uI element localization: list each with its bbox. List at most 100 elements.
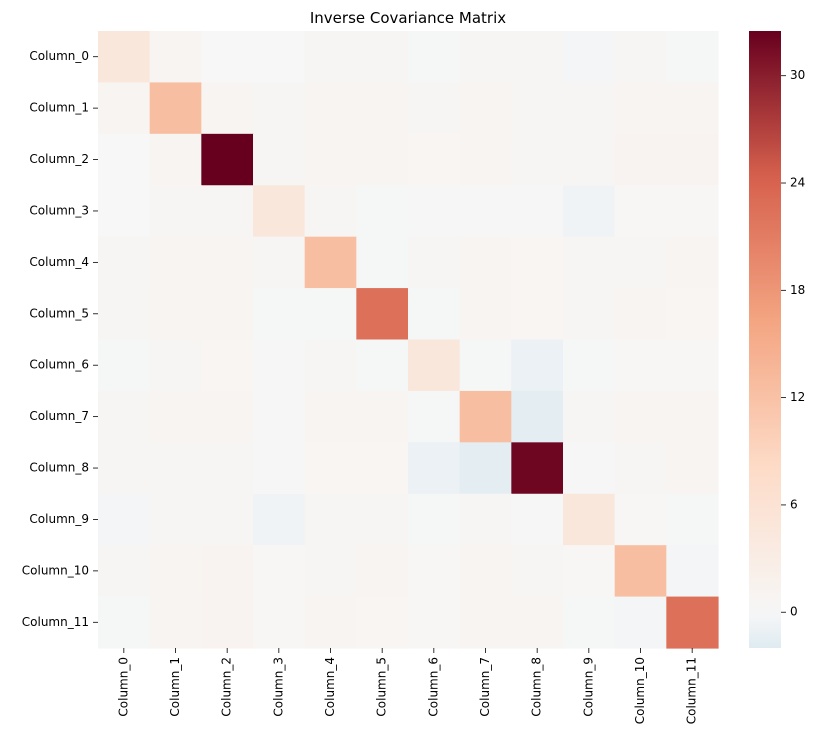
- heatmap-cell: [149, 493, 202, 546]
- heatmap-cell: [304, 185, 357, 238]
- heatmap-cell: [201, 236, 254, 289]
- heatmap-cell: [201, 31, 254, 84]
- heatmap-cell: [253, 288, 306, 341]
- heatmap-cell: [459, 31, 512, 84]
- column-tick-label: Column_7: [478, 657, 492, 717]
- heatmap-cell: [459, 288, 512, 341]
- heatmap-cell: [356, 133, 409, 186]
- heatmap-cell: [666, 236, 719, 289]
- heatmap-cell: [98, 545, 151, 598]
- column-tick-labels: Column_0 Column_1 Column_2 Column_3 Column_4…: [116, 648, 699, 724]
- heatmap-cell: [563, 288, 616, 341]
- row-tick-label: Column_8: [29, 461, 89, 475]
- heatmap-cell: [149, 545, 202, 598]
- heatmap-cell: [408, 493, 461, 546]
- heatmap-cell: [304, 493, 357, 546]
- heatmap-cells: [98, 31, 719, 649]
- heatmap-cell: [98, 493, 151, 546]
- heatmap-cell: [563, 236, 616, 289]
- heatmap-cell: [459, 596, 512, 649]
- heatmap-cell: [459, 82, 512, 135]
- heatmap-cell: [408, 339, 461, 392]
- heatmap-cell: [98, 442, 151, 495]
- heatmap-cell: [666, 390, 719, 443]
- heatmap-cell: [304, 339, 357, 392]
- colorbar-tick-label: 12: [790, 390, 805, 404]
- heatmap-cell: [356, 545, 409, 598]
- row-tick-label: Column_10: [22, 563, 89, 577]
- heatmap-cell: [253, 493, 306, 546]
- heatmap-cell: [614, 185, 667, 238]
- heatmap-cell: [614, 339, 667, 392]
- heatmap-cell: [201, 82, 254, 135]
- column-tick-label: Column_11: [685, 657, 699, 724]
- column-tick-label: Column_9: [581, 657, 595, 717]
- heatmap-cell: [563, 185, 616, 238]
- heatmap-cell: [149, 288, 202, 341]
- column-tick-label: Column_10: [633, 657, 647, 724]
- heatmap-cell: [408, 133, 461, 186]
- heatmap-cell: [98, 339, 151, 392]
- heatmap-cell: [201, 596, 254, 649]
- heatmap-cell: [666, 545, 719, 598]
- heatmap-cell: [149, 339, 202, 392]
- heatmap-cell: [201, 133, 254, 186]
- heatmap-cell: [98, 82, 151, 135]
- colorbar-gradient: [749, 31, 781, 648]
- column-tick-label: Column_1: [168, 657, 182, 717]
- heatmap-cell: [201, 339, 254, 392]
- column-tick-label: Column_3: [271, 657, 285, 717]
- heatmap-cell: [408, 390, 461, 443]
- column-tick-label: Column_8: [530, 657, 544, 717]
- heatmap-cell: [356, 493, 409, 546]
- heatmap-cell: [98, 288, 151, 341]
- row-tick-label: Column_9: [29, 512, 89, 526]
- heatmap-cell: [356, 442, 409, 495]
- column-tick-label: Column_0: [116, 657, 130, 717]
- heatmap-cell: [304, 133, 357, 186]
- heatmap-cell: [149, 31, 202, 84]
- heatmap-cell: [459, 133, 512, 186]
- heatmap-cell: [253, 185, 306, 238]
- heatmap-cell: [511, 596, 564, 649]
- heatmap-cell: [356, 236, 409, 289]
- colorbar-tick-label: 0: [790, 605, 798, 619]
- heatmap-cell: [614, 31, 667, 84]
- heatmap-cell: [356, 288, 409, 341]
- column-tick-label: Column_2: [220, 657, 234, 717]
- heatmap-cell: [201, 288, 254, 341]
- heatmap-cell: [511, 288, 564, 341]
- row-tick-label: Column_4: [29, 255, 89, 269]
- heatmap-cell: [356, 31, 409, 84]
- heatmap-cell: [666, 133, 719, 186]
- heatmap-cell: [408, 442, 461, 495]
- colorbar-tick-label: 24: [790, 176, 805, 190]
- row-tick-label: Column_3: [29, 203, 89, 217]
- heatmap-cell: [253, 31, 306, 84]
- heatmap-cell: [98, 185, 151, 238]
- heatmap-cell: [149, 390, 202, 443]
- heatmap-cell: [304, 82, 357, 135]
- heatmap-cell: [459, 390, 512, 443]
- heatmap-cell: [98, 133, 151, 186]
- row-tick-label: Column_6: [29, 358, 89, 372]
- heatmap-cell: [614, 545, 667, 598]
- heatmap-cell: [563, 82, 616, 135]
- row-tick-label: Column_11: [22, 615, 89, 629]
- heatmap-cell: [408, 82, 461, 135]
- heatmap-cell: [666, 82, 719, 135]
- heatmap-cell: [149, 442, 202, 495]
- heatmap-cell: [408, 31, 461, 84]
- heatmap-cell: [666, 185, 719, 238]
- row-tick-label: Column_7: [29, 409, 89, 423]
- row-tick-label: Column_1: [29, 101, 89, 115]
- heatmap-cell: [253, 236, 306, 289]
- heatmap-cell: [304, 390, 357, 443]
- heatmap-cell: [201, 390, 254, 443]
- heatmap-cell: [408, 236, 461, 289]
- heatmap-cell: [459, 545, 512, 598]
- heatmap-cell: [304, 442, 357, 495]
- heatmap-cell: [201, 185, 254, 238]
- heatmap-cell: [563, 31, 616, 84]
